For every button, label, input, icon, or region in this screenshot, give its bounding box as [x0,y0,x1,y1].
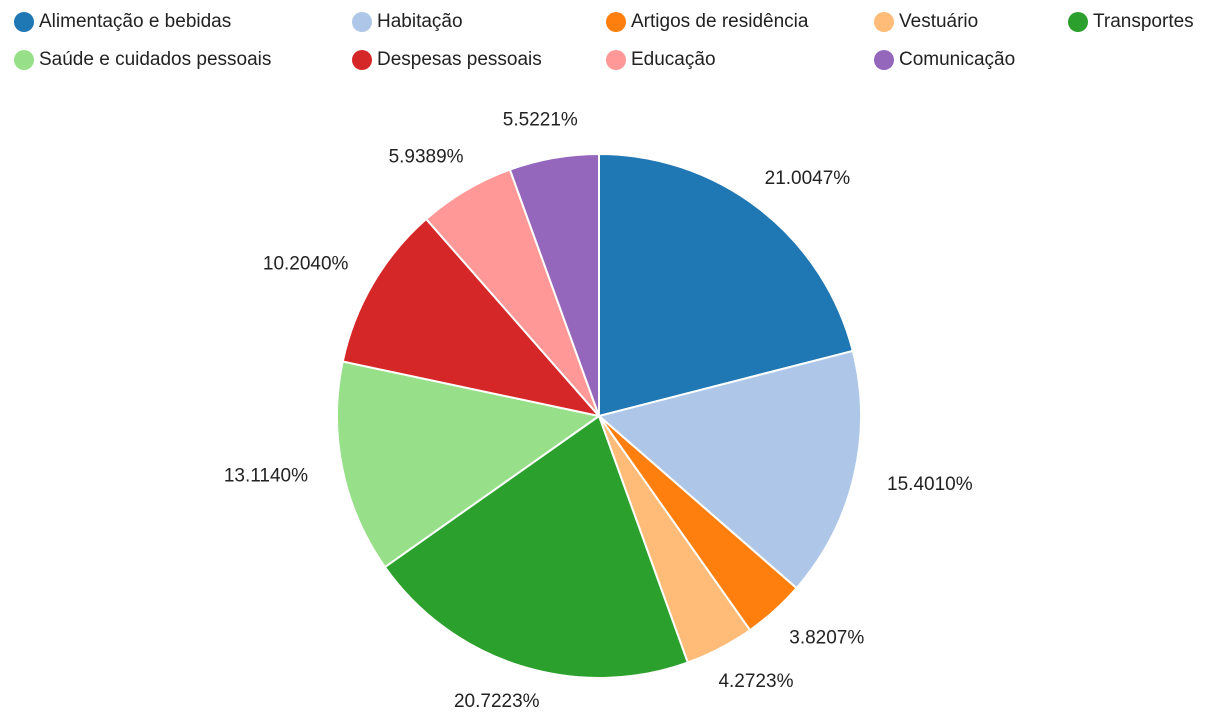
legend-swatch [1068,12,1088,32]
pie-slice [383,414,690,679]
data-label: 5.9389% [389,147,464,168]
data-label: 13.1140% [224,465,308,486]
legend-label: Transportes [1093,11,1194,32]
legend-label: Habitação [377,11,463,32]
legend-swatch [606,12,626,32]
legend-label: Comunicação [899,49,1015,70]
data-label: 3.8207% [789,628,864,649]
pie-slice [598,152,855,418]
legend-label: Alimentação e bebidas [39,11,231,32]
data-label: 4.2723% [718,671,793,692]
legend-label: Artigos de residência [631,11,809,32]
legend-swatch [606,50,626,70]
data-label: 10.2040% [263,253,349,274]
legend-swatch [14,12,34,32]
legend-label: Vestuário [899,11,978,32]
legend-label: Saúde e cuidados pessoais [39,49,271,70]
data-label: 5.5221% [503,110,578,131]
data-label: 21.0047% [765,168,851,189]
data-label: 15.4010% [887,474,973,495]
legend-swatch [352,50,372,70]
pie-slice [596,349,862,590]
pie-slice [336,360,602,569]
legend-swatch [874,50,894,70]
legend-label: Educação [631,49,716,70]
pie-slice [341,217,602,418]
legend-swatch [14,50,34,70]
legend-swatch [874,12,894,32]
legend-label: Despesas pessoais [377,49,542,70]
pie-slice [508,152,600,417]
data-label: 20.7223% [454,691,540,712]
legend-swatch [352,12,372,32]
